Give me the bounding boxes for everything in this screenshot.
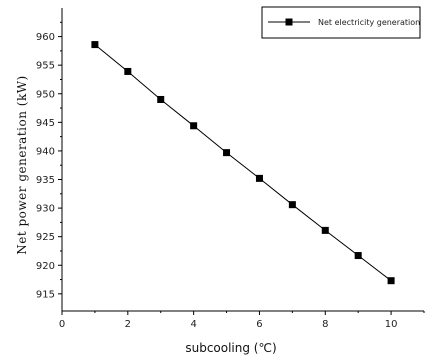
data-point bbox=[190, 122, 198, 130]
y-tick-label: 930 bbox=[36, 204, 55, 215]
y-tick-label: 935 bbox=[36, 175, 55, 186]
y-tick-label: 925 bbox=[36, 232, 55, 243]
legend: Net electricity generation bbox=[261, 6, 421, 39]
x-tick-label: 4 bbox=[190, 319, 196, 330]
data-point bbox=[354, 252, 362, 260]
series-layer bbox=[91, 41, 395, 285]
data-point bbox=[157, 95, 165, 103]
y-axis-label: Net power generation (kW) bbox=[15, 75, 29, 254]
x-tick-label: 0 bbox=[59, 319, 65, 330]
y-tick-label: 920 bbox=[36, 261, 55, 272]
y-tick-label: 955 bbox=[36, 61, 55, 72]
x-tick-label: 2 bbox=[125, 319, 131, 330]
data-point bbox=[91, 41, 99, 49]
x-tick-label: 6 bbox=[256, 319, 262, 330]
legend-marker-swatch bbox=[285, 18, 293, 26]
y-tick-label: 960 bbox=[36, 32, 55, 43]
data-point bbox=[223, 149, 231, 157]
series-line bbox=[94, 44, 392, 282]
data-point bbox=[255, 174, 263, 182]
axes-frame bbox=[61, 8, 424, 312]
data-point bbox=[321, 226, 329, 234]
legend-entry-label: Net electricity generation bbox=[318, 18, 420, 27]
data-point bbox=[124, 67, 132, 75]
y-tick-label: 940 bbox=[36, 146, 55, 157]
data-point bbox=[387, 277, 395, 285]
data-point bbox=[288, 201, 296, 209]
x-axis-label: subcooling (℃) bbox=[185, 341, 276, 355]
y-tick-label: 945 bbox=[36, 118, 55, 129]
y-tick-label: 950 bbox=[36, 89, 55, 100]
x-tick-label: 8 bbox=[322, 319, 328, 330]
y-tick-label: 915 bbox=[36, 289, 55, 300]
y-axis-ticks: 915 920 925 930 935 940 945 950 955 960 bbox=[36, 21, 62, 300]
x-tick-label: 10 bbox=[385, 319, 398, 330]
x-axis-ticks: 0 2 4 6 8 10 bbox=[59, 311, 425, 330]
